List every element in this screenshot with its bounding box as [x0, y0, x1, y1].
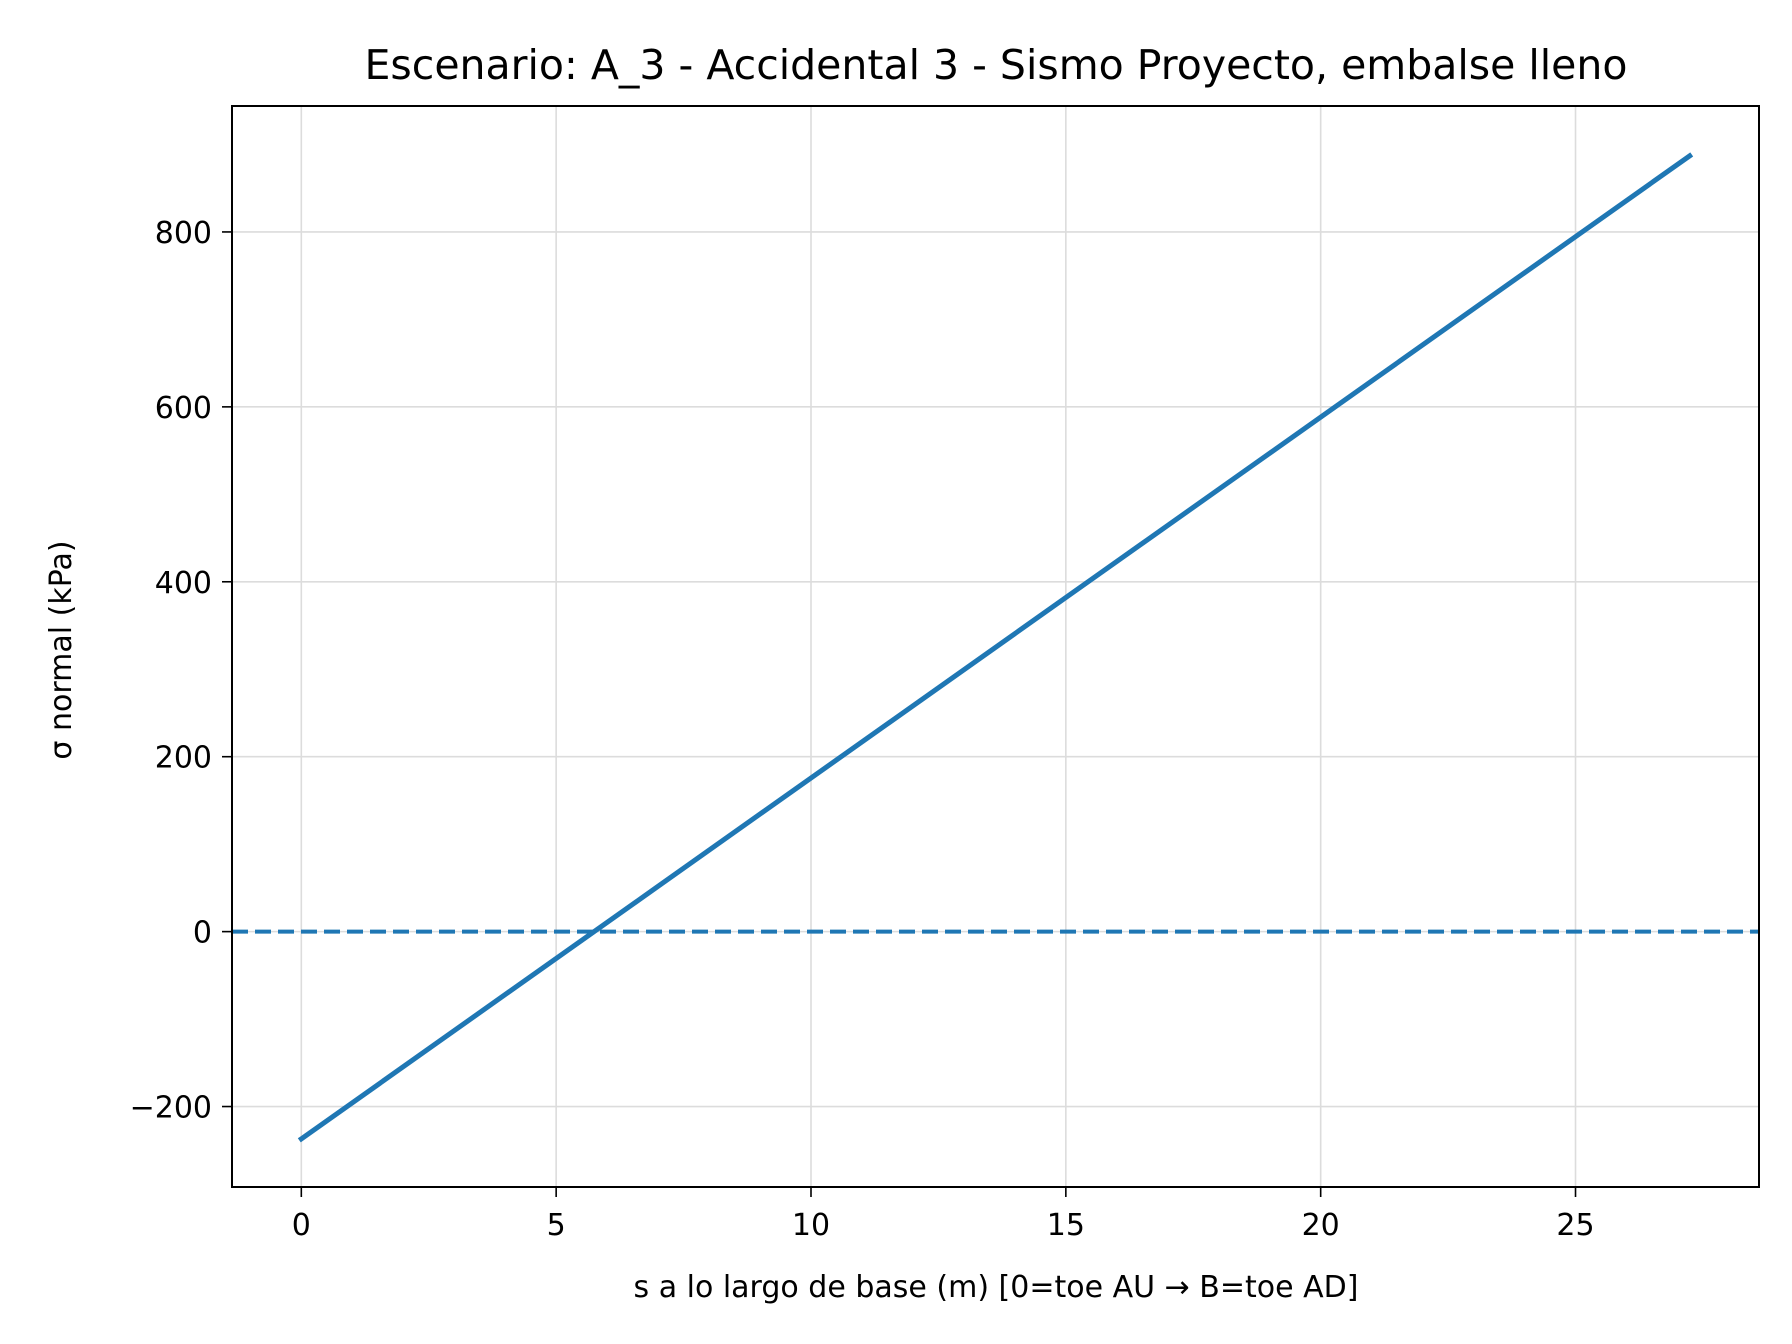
x-tick-label: 25: [1556, 1208, 1594, 1243]
x-tick-label: 20: [1302, 1208, 1340, 1243]
plot-frame: [231, 105, 1760, 1188]
x-tick-label: 5: [547, 1208, 566, 1243]
series-line: [297, 152, 1694, 1143]
x-tick-label: 0: [292, 1208, 311, 1243]
x-axis-label: s a lo largo de base (m) [0=toe AU → B=t…: [634, 1270, 1359, 1305]
y-axis-label: σ normal (kPa): [44, 540, 79, 759]
ticks: 0 5 10 15 20 25 −200 0 200 400 600 800: [130, 216, 1595, 1243]
x-tick-label: 15: [1047, 1208, 1085, 1243]
y-tick-label: 400: [155, 566, 212, 601]
chart-title: Escenario: A_3 - Accidental 3 - Sismo Pr…: [365, 41, 1628, 89]
y-tick-label: 800: [155, 216, 212, 251]
x-tick-label: 10: [792, 1208, 830, 1243]
y-tick-label: 200: [155, 741, 212, 776]
y-tick-label: 600: [155, 391, 212, 426]
grid: [232, 106, 1759, 1187]
y-tick-label: −200: [130, 1091, 212, 1126]
y-tick-label: 0: [193, 916, 212, 951]
plot-area: [232, 152, 1759, 1143]
